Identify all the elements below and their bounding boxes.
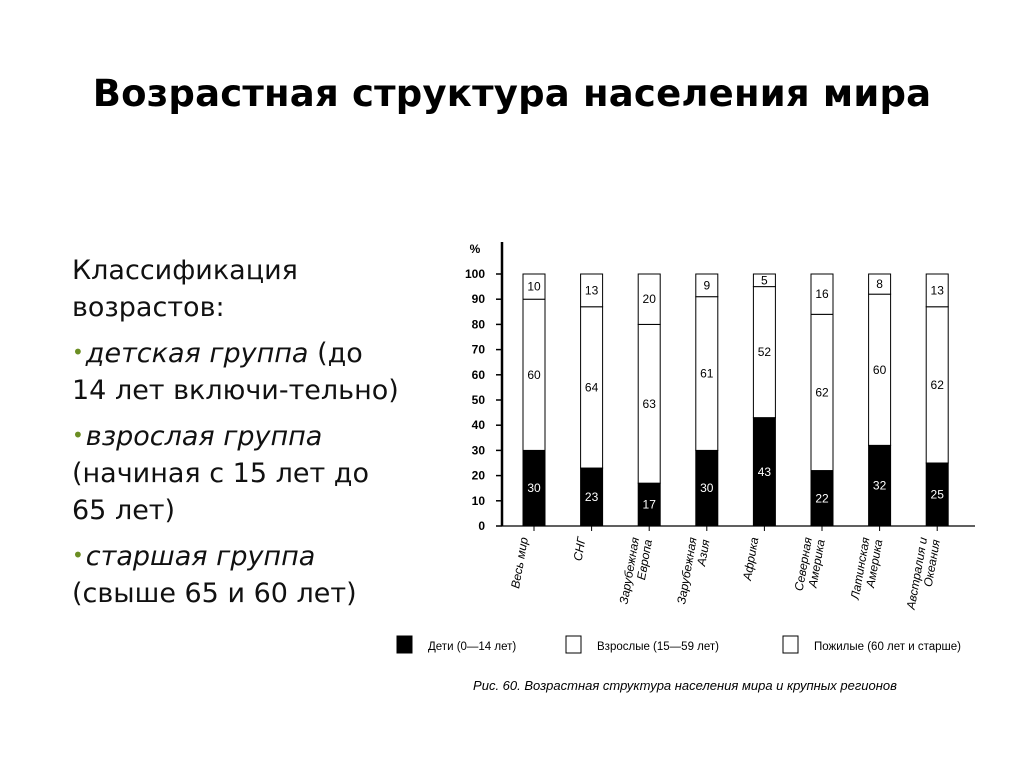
data-label-children: 17 [643, 498, 657, 512]
x-tick-label: ЛатинскаяАмерика [848, 536, 886, 604]
data-label-adults: 60 [873, 363, 887, 377]
data-label-elderly: 8 [876, 277, 883, 291]
data-label-adults: 61 [700, 367, 714, 381]
bar-elderly [695, 273, 719, 298]
x-tick-label: ЗарубежнаяЕвропа [617, 536, 655, 608]
x-tick-label: Весь мир [508, 536, 531, 590]
y-tick-label: 80 [472, 317, 486, 331]
data-label-adults: 62 [931, 378, 945, 392]
bar-elderly [580, 273, 604, 308]
classification-heading: Классификация возрастов: [72, 255, 298, 323]
x-tick-label: ЗарубежнаяАзия [674, 536, 712, 608]
y-axis-label: % [470, 242, 481, 256]
bar-elderly [637, 273, 661, 325]
data-label-adults: 60 [527, 368, 541, 382]
data-label-children: 23 [585, 490, 599, 504]
y-tick-label: 60 [472, 368, 486, 382]
data-label-children: 25 [931, 488, 945, 502]
x-tick-label: Африка [740, 536, 762, 583]
data-label-adults: 62 [815, 385, 829, 399]
data-label-children: 30 [700, 481, 714, 495]
bullet-icon: • [72, 543, 84, 567]
classification-text: Классификация возрастов: •детская группа… [72, 252, 402, 612]
data-label-children: 22 [815, 491, 829, 505]
bar-elderly [752, 273, 776, 288]
y-tick-label: 0 [478, 519, 485, 533]
data-label-elderly: 13 [931, 283, 945, 297]
data-label-elderly: 20 [643, 292, 657, 306]
legend-swatch [396, 635, 413, 654]
group-item-children: •детская группа (до 14 лет включи-тельно… [72, 334, 402, 409]
bullet-icon: • [72, 340, 84, 364]
y-tick-label: 30 [472, 443, 486, 457]
y-tick-label: 20 [472, 469, 486, 483]
age-structure-chart: % 0 10 20 30 40 50 60 70 80 90 100 30 60 10 Весь мир 23 6… [396, 242, 975, 693]
group-name: детская группа [85, 338, 309, 369]
data-label-adults: 52 [758, 345, 772, 359]
y-tick-label: 40 [472, 418, 486, 432]
data-label-children: 30 [527, 481, 541, 495]
group-item-elderly: •старшая группа (свыше 65 и 60 лет) [72, 537, 402, 612]
group-description: (начиная с 15 лет до 65 лет) [72, 458, 369, 526]
x-tick-label: СНГ [571, 535, 589, 562]
chart-caption: Рис. 60. Возрастная структура населения … [473, 678, 897, 693]
y-tick-label: 50 [472, 393, 486, 407]
group-name: взрослая группа [85, 421, 323, 452]
bullet-icon: • [72, 423, 84, 447]
slide-title: Возрастная структура населения мира [92, 72, 932, 115]
legend-swatch [782, 635, 799, 654]
data-label-adults: 64 [585, 380, 599, 394]
data-label-children: 32 [873, 479, 887, 493]
legend-label: Дети (0—14 лет) [428, 641, 516, 653]
data-label-adults: 63 [643, 397, 657, 411]
x-tick-label: СевернаяАмерика [792, 536, 828, 595]
data-label-elderly: 16 [815, 287, 829, 301]
legend-swatch [565, 635, 582, 654]
bar-elderly [868, 273, 892, 295]
group-description: (до 14 лет включи-тельно) [72, 338, 399, 406]
group-item-adults: •взрослая группа (начиная с 15 лет до 65… [72, 417, 402, 529]
y-tick-label: 70 [472, 343, 486, 357]
group-description: (свыше 65 и 60 лет) [72, 578, 357, 609]
y-tick-label: 10 [472, 494, 486, 508]
data-label-elderly: 13 [585, 283, 599, 297]
data-label-elderly: 10 [527, 280, 541, 294]
x-tick-label: Австралия иОкеания [904, 536, 944, 614]
bar-elderly [925, 273, 949, 308]
y-tick-label: 90 [472, 292, 486, 306]
group-name: старшая группа [85, 541, 316, 572]
data-label-elderly: 9 [703, 278, 710, 292]
data-label-children: 43 [758, 465, 772, 479]
y-tick-label: 100 [465, 267, 485, 281]
data-label-elderly: 5 [761, 273, 768, 287]
legend-label: Взрослые (15—59 лет) [597, 641, 719, 653]
bar-elderly [810, 273, 834, 315]
legend-label: Пожилые (60 лет и старше) [814, 641, 961, 653]
bar-elderly [522, 273, 546, 300]
